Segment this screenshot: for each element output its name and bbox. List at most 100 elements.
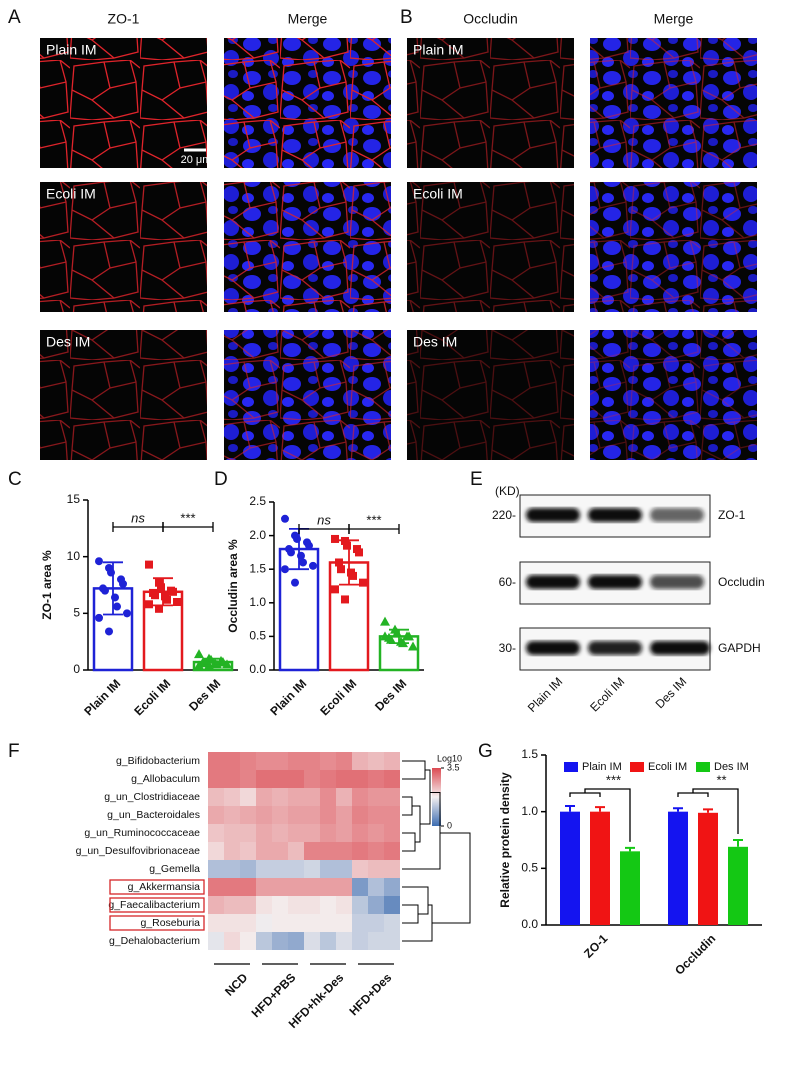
heatmap-cell bbox=[336, 914, 352, 932]
data-point bbox=[151, 591, 159, 600]
heatmap-cell bbox=[320, 878, 336, 896]
data-point bbox=[349, 571, 357, 580]
bar bbox=[560, 811, 580, 925]
y-tick-label: 0.5 bbox=[521, 861, 538, 875]
heatmap-cell bbox=[320, 806, 336, 824]
heatmap-cell bbox=[384, 806, 400, 824]
data-point bbox=[355, 548, 363, 557]
heatmap-cell bbox=[256, 878, 272, 896]
blot-band bbox=[526, 508, 580, 522]
heatmap-cell bbox=[336, 824, 352, 842]
heatmap-cell bbox=[224, 896, 240, 914]
membrane-stain bbox=[40, 182, 207, 312]
marker-label: 30- bbox=[499, 641, 516, 655]
heatmap-cell bbox=[208, 788, 224, 806]
heatmap-cell bbox=[224, 932, 240, 950]
data-point bbox=[359, 578, 367, 587]
heatmap-cell bbox=[288, 824, 304, 842]
panel-letter: D bbox=[214, 469, 228, 490]
lane-label: Plain IM bbox=[525, 674, 566, 715]
data-point bbox=[105, 627, 113, 636]
heatmap-cell bbox=[288, 752, 304, 770]
panel-letter: E bbox=[470, 469, 483, 490]
data-point bbox=[101, 586, 109, 595]
row-label: Ecoli IM bbox=[413, 186, 463, 202]
heatmap-cell bbox=[384, 896, 400, 914]
heatmap-cell bbox=[336, 770, 352, 788]
group-label: HFD+Des bbox=[347, 970, 395, 1018]
significance-label: *** bbox=[606, 772, 621, 787]
column-header: ZO-1 bbox=[108, 11, 140, 27]
blot-band bbox=[588, 508, 642, 522]
blot-band bbox=[526, 575, 580, 589]
lane-label: Ecoli IM bbox=[587, 674, 627, 714]
heatmap-cell bbox=[208, 806, 224, 824]
heatmap-cell bbox=[272, 878, 288, 896]
lane-label: Des IM bbox=[653, 674, 690, 711]
data-point bbox=[155, 578, 163, 587]
data-point bbox=[380, 631, 390, 641]
data-point bbox=[337, 565, 345, 574]
x-tick-label: Plain IM bbox=[81, 676, 123, 718]
heatmap-cell bbox=[368, 860, 384, 878]
y-axis-label: Relative protein density bbox=[498, 772, 512, 908]
heatmap-cell bbox=[272, 824, 288, 842]
heatmap-cell bbox=[256, 806, 272, 824]
heatmap-cell bbox=[384, 932, 400, 950]
error-bar bbox=[389, 628, 409, 645]
y-tick-label: 1.0 bbox=[249, 595, 266, 609]
error-bar bbox=[703, 808, 713, 813]
panel-letter: F bbox=[8, 741, 20, 762]
heatmap-cell bbox=[320, 824, 336, 842]
heatmap-cell bbox=[272, 752, 288, 770]
data-point bbox=[343, 541, 351, 550]
blot-band bbox=[526, 641, 580, 655]
heatmap-cell bbox=[304, 806, 320, 824]
heatmap-cell bbox=[256, 770, 272, 788]
protein-label: ZO-1 bbox=[718, 508, 746, 522]
membrane-stain bbox=[224, 38, 391, 168]
error-bar bbox=[339, 539, 359, 586]
error-bar bbox=[733, 839, 743, 847]
heatmap-cell bbox=[240, 842, 256, 860]
legend-label: Des IM bbox=[714, 761, 749, 773]
heatmap-cell bbox=[368, 842, 384, 860]
heatmap-cell bbox=[320, 788, 336, 806]
heatmap-cell bbox=[208, 896, 224, 914]
data-point bbox=[95, 557, 103, 566]
data-point bbox=[331, 585, 339, 594]
heatmap-cell bbox=[272, 932, 288, 950]
row-label: g_Faecalibacterium bbox=[108, 899, 200, 911]
data-point bbox=[408, 641, 418, 651]
heatmap-cell bbox=[288, 896, 304, 914]
heatmap-cell bbox=[240, 932, 256, 950]
heatmap-cell bbox=[352, 752, 368, 770]
heatmap-cell bbox=[304, 896, 320, 914]
heatmap-cell bbox=[304, 752, 320, 770]
bar bbox=[620, 851, 640, 925]
heatmap-cell bbox=[320, 842, 336, 860]
dendrogram bbox=[402, 760, 426, 780]
heatmap-cell bbox=[336, 932, 352, 950]
heatmap-cell bbox=[336, 878, 352, 896]
membrane-stain bbox=[40, 330, 207, 460]
data-point bbox=[281, 565, 289, 574]
heatmap-cell bbox=[288, 914, 304, 932]
heatmap-cell bbox=[384, 914, 400, 932]
row-label: g_Allobaculum bbox=[131, 773, 200, 785]
data-point bbox=[123, 609, 131, 618]
legend-label: Plain IM bbox=[582, 761, 622, 773]
dendrogram bbox=[402, 796, 413, 816]
heatmap-cell bbox=[208, 752, 224, 770]
significance-bracket bbox=[569, 788, 631, 842]
column-header: Merge bbox=[288, 11, 328, 27]
heatmap-cell bbox=[272, 896, 288, 914]
colorbar-tick-label: 3.5 bbox=[447, 762, 460, 772]
heatmap-cell bbox=[208, 878, 224, 896]
x-tick-label: Des IM bbox=[186, 676, 223, 713]
data-point bbox=[119, 579, 127, 588]
data-point bbox=[113, 602, 121, 611]
heatmap-cell bbox=[352, 932, 368, 950]
data-point bbox=[173, 598, 181, 606]
membrane-stain bbox=[590, 330, 757, 460]
